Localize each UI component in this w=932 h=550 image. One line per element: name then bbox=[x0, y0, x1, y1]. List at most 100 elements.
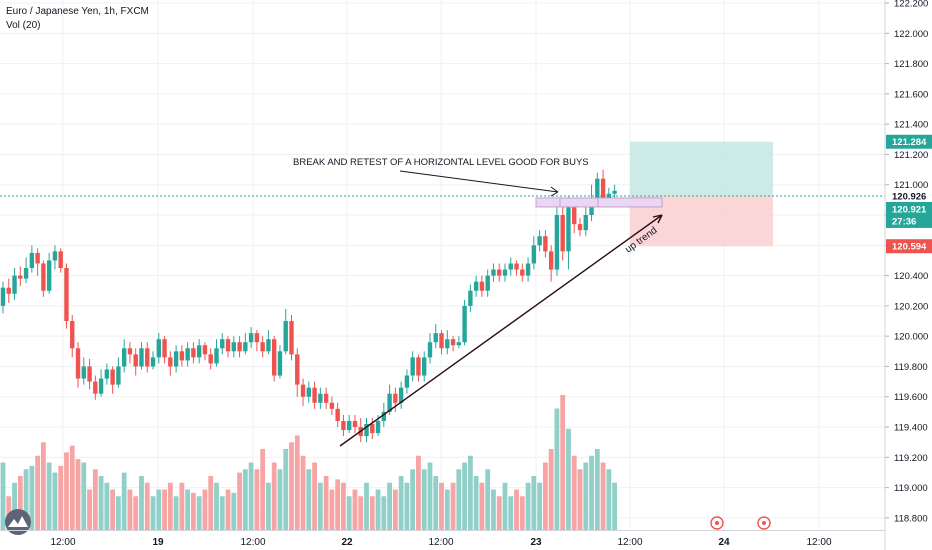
volume-bar bbox=[196, 496, 202, 530]
volume-bar bbox=[133, 496, 139, 530]
volume-bar bbox=[277, 469, 283, 530]
candle-body bbox=[554, 215, 560, 270]
volume-title: Vol (20) bbox=[6, 20, 40, 31]
volume-bar bbox=[242, 469, 248, 530]
candle-body bbox=[318, 393, 323, 403]
candle-body bbox=[237, 342, 242, 352]
volume-bar bbox=[208, 476, 214, 530]
volume-bar bbox=[583, 462, 589, 530]
candle-body bbox=[214, 348, 219, 364]
price-tick-label: 119.200 bbox=[894, 453, 928, 464]
volume-bar bbox=[594, 449, 600, 530]
candle-body bbox=[433, 333, 438, 343]
annotation-arrow-head bbox=[550, 186, 559, 197]
volume-bar bbox=[317, 482, 323, 530]
volume-bar bbox=[64, 452, 69, 530]
volume-bar bbox=[225, 489, 231, 530]
volume-bar bbox=[514, 489, 519, 530]
candle-body bbox=[381, 411, 387, 421]
candle-body bbox=[220, 339, 225, 349]
candle-body bbox=[75, 348, 81, 379]
volume-bar bbox=[46, 462, 52, 530]
candle-body bbox=[208, 354, 213, 364]
price-tick-label: 120.400 bbox=[894, 271, 928, 282]
candle-body bbox=[202, 345, 208, 355]
volume-bar bbox=[433, 476, 439, 530]
volume-bar bbox=[237, 472, 242, 530]
volume-bar bbox=[219, 496, 225, 530]
bid-price-label: 120.921 bbox=[892, 204, 927, 215]
volume-bar bbox=[162, 489, 167, 530]
candle-body bbox=[445, 339, 450, 349]
candle-body bbox=[456, 342, 462, 346]
candle-body bbox=[110, 369, 115, 385]
candle-body bbox=[560, 215, 565, 252]
candle-body bbox=[277, 351, 283, 376]
candle-body bbox=[81, 366, 86, 379]
volume-bar bbox=[444, 489, 450, 530]
volume-bar bbox=[167, 482, 173, 530]
volume-bar bbox=[191, 492, 196, 530]
volume-bar bbox=[341, 482, 346, 530]
candle-body bbox=[468, 290, 473, 306]
candle-body bbox=[514, 263, 519, 270]
time-tick-label: 12:00 bbox=[240, 537, 265, 548]
volume-bar bbox=[294, 435, 300, 530]
candle-body bbox=[248, 333, 254, 343]
price-tick-label: 120.200 bbox=[894, 301, 928, 312]
candle-body bbox=[375, 420, 381, 434]
target-price-label: 121.284 bbox=[892, 137, 927, 148]
candle-body bbox=[121, 348, 127, 367]
volume-bar bbox=[508, 496, 514, 530]
symbol-title: Euro / Japanese Yen, 1h, FXCM bbox=[6, 6, 149, 17]
time-axis: 12:00 19 12:00 22 12:00 23 12:00 24 12:00 bbox=[0, 530, 885, 548]
volume-bar bbox=[156, 489, 162, 530]
volume-bar bbox=[110, 489, 116, 530]
volume-bar bbox=[525, 482, 531, 530]
candle-body bbox=[577, 224, 583, 231]
price-tick-label: 121.200 bbox=[894, 150, 928, 161]
candle-body bbox=[347, 420, 352, 431]
volume-bar bbox=[52, 472, 58, 530]
volume-bar bbox=[139, 476, 144, 530]
candle-body bbox=[329, 402, 335, 409]
volume-bar bbox=[283, 449, 289, 530]
volume-bar bbox=[121, 472, 127, 530]
volume-bar bbox=[612, 482, 618, 530]
volume-bar bbox=[0, 462, 6, 530]
candle-body bbox=[450, 339, 456, 346]
candle-body bbox=[98, 378, 104, 394]
volume-bar bbox=[352, 489, 358, 530]
volume-bar bbox=[116, 496, 121, 530]
volume-bar bbox=[364, 482, 369, 530]
price-tick-label: 119.400 bbox=[894, 423, 928, 434]
trendline-arrow-head bbox=[652, 214, 663, 224]
volume-bar bbox=[231, 492, 237, 530]
candle-body bbox=[64, 268, 69, 322]
candle-body bbox=[93, 381, 98, 394]
candle-body bbox=[87, 366, 92, 382]
volume-bar bbox=[75, 459, 81, 530]
volume-bar bbox=[202, 489, 208, 530]
candle-body bbox=[364, 424, 369, 437]
brand-logo-icon bbox=[5, 509, 31, 535]
brand-logo-mark bbox=[8, 516, 28, 527]
volume-bar bbox=[410, 469, 416, 530]
volume-bar bbox=[392, 489, 398, 530]
candle-body bbox=[335, 408, 340, 421]
volume-bar bbox=[271, 462, 277, 530]
candle-body bbox=[491, 269, 496, 276]
last-price-label: 120.926 bbox=[892, 191, 926, 202]
candle-body bbox=[508, 263, 513, 270]
volume-bar bbox=[589, 455, 594, 530]
grid bbox=[0, 0, 885, 530]
candle-body bbox=[196, 345, 202, 358]
candle-body bbox=[139, 348, 144, 367]
price-tick-label: 121.600 bbox=[894, 89, 928, 100]
candle-body bbox=[352, 420, 358, 428]
price-tick-label: 119.600 bbox=[894, 392, 928, 403]
volume-bar bbox=[358, 496, 364, 530]
volume-bar bbox=[537, 482, 543, 530]
volume-bar bbox=[185, 489, 191, 530]
